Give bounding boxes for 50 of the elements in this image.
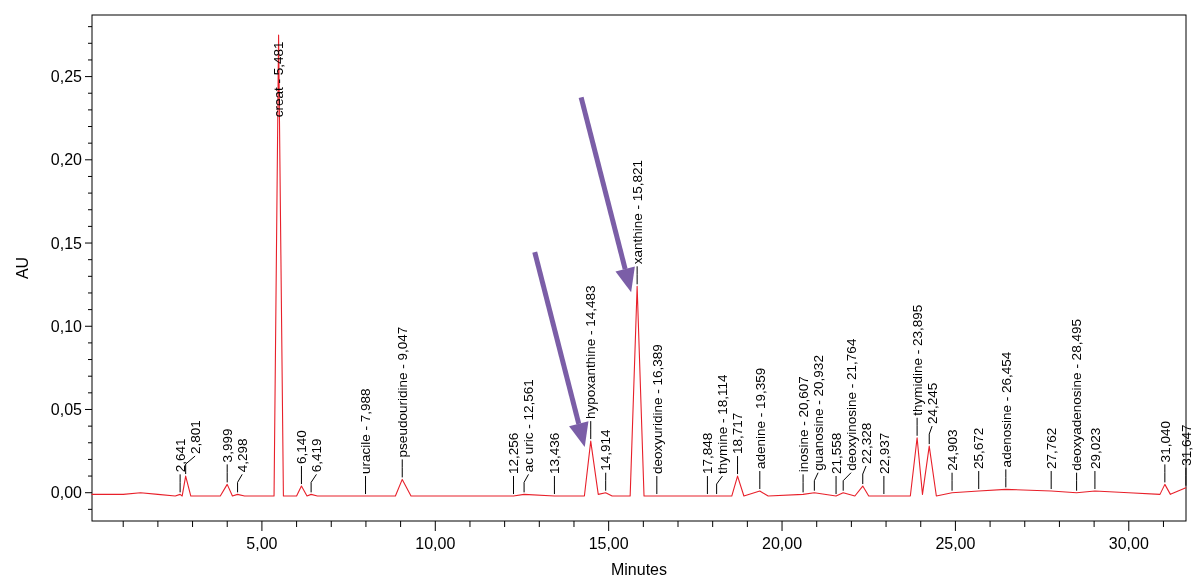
y-tick-label: 0,15	[50, 234, 83, 252]
annotation: thymine - 18,114	[715, 373, 731, 475]
x-tick-label: 10,00	[415, 535, 456, 552]
annotation: 22,328	[858, 422, 874, 465]
y-tick-label: 0,25	[50, 68, 83, 86]
y-tick-label: 0,05	[50, 401, 83, 419]
annotation: inosine - 20,607	[795, 376, 811, 473]
x-tick-label: 5,00	[246, 535, 278, 552]
annotation: 21,558	[828, 432, 844, 475]
annotation: uracile - 7,988	[358, 388, 374, 475]
annotation: pseudouridine - 9,047	[394, 326, 410, 458]
annotation: adenine - 19,359	[752, 367, 768, 470]
x-tick-label: 15,00	[588, 535, 629, 552]
annotation: deoxyuridine - 16,389	[649, 344, 665, 475]
annotation: 6,419	[309, 438, 325, 473]
annotation: 25,672	[971, 427, 987, 470]
y-axis-title: AU	[14, 256, 31, 280]
annotation: 13,436	[547, 432, 563, 475]
annotation: 18,717	[730, 412, 746, 455]
annotation: 6,140	[294, 430, 310, 465]
annotation: 22,937	[876, 432, 892, 475]
x-tick-label: 30,00	[1108, 535, 1149, 552]
annotation: 31,040	[1157, 421, 1173, 463]
annotation: ac uric - 12,561	[521, 379, 537, 473]
annotation: 4,298	[234, 438, 250, 473]
annotation: 24,903	[944, 429, 960, 471]
annotation: thymidine - 23,895	[909, 304, 925, 416]
annotation: 29,023	[1087, 427, 1103, 470]
x-tick-label: 20,00	[762, 535, 803, 552]
y-tick-label: 0,00	[50, 484, 83, 502]
annotation: deoxyinosine - 21,764	[843, 338, 859, 471]
annotation: adenosine - 26,454	[998, 351, 1014, 468]
annotation: 14,914	[598, 428, 614, 471]
annotation: 12,256	[506, 432, 522, 475]
annotation: 2,801	[187, 420, 203, 455]
annotation: deoxyadenosine - 28,495	[1069, 319, 1085, 471]
annotation: 3,999	[219, 428, 235, 463]
annotation: creat - 5,481	[271, 41, 287, 118]
annotation: hypoxanthine - 14,483	[583, 285, 599, 420]
annotation: xanthine - 15,821	[629, 159, 645, 265]
y-tick-label: 0,10	[50, 317, 83, 335]
y-tick-label: 0,20	[50, 151, 83, 169]
annotation: 27,762	[1043, 427, 1059, 470]
x-tick-label: 25,00	[935, 535, 976, 552]
annotation: 24,245	[924, 382, 940, 425]
x-axis-title: Minutes	[610, 561, 668, 578]
annotation: guanosine - 20,932	[810, 355, 826, 471]
annotation: 2,641	[172, 438, 188, 473]
annotation: 31,647	[1178, 424, 1194, 466]
annotation: 17,848	[700, 432, 716, 475]
